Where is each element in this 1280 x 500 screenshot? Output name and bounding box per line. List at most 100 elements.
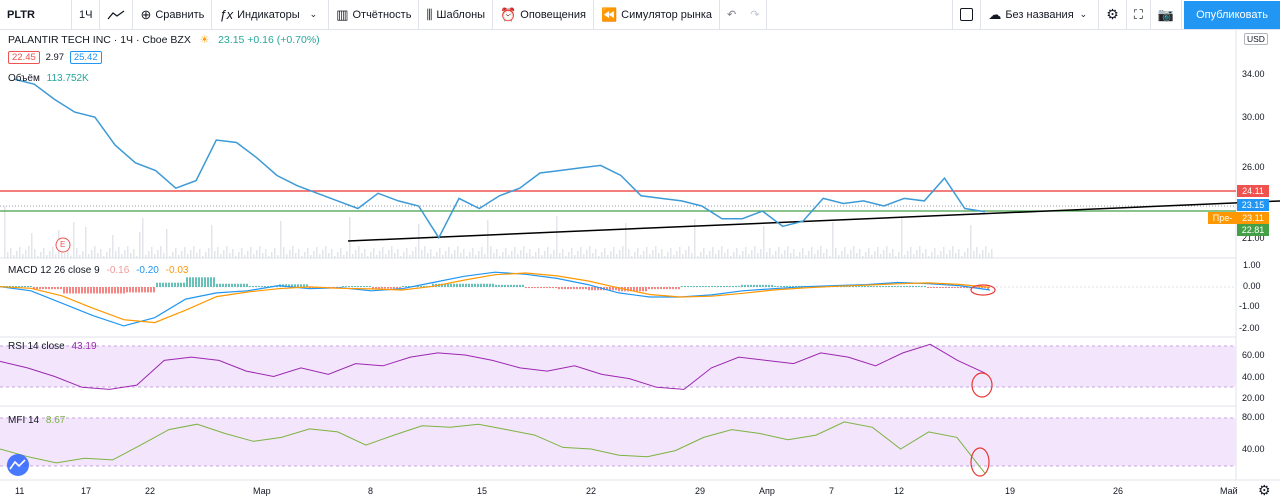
volume-bar <box>712 247 714 258</box>
snapshot-button[interactable]: 📷 <box>1151 0 1183 30</box>
volume-bar <box>658 253 660 258</box>
macd-histogram-bar <box>564 287 566 290</box>
volume-bar <box>865 252 867 258</box>
volume-bar <box>166 229 168 258</box>
macd-histogram-bar <box>576 287 578 290</box>
mfi-legend: MFI 14 8.67 <box>8 415 65 426</box>
earnings-marker[interactable]: E <box>60 240 66 249</box>
volume-bar <box>493 253 495 258</box>
volume-bar <box>145 255 147 258</box>
volume-bar <box>583 254 585 258</box>
macd-histogram-bar <box>288 284 290 287</box>
volume-bar <box>196 253 198 258</box>
volume-bar <box>271 252 273 258</box>
fullscreen-toggle[interactable] <box>952 0 982 30</box>
volume-bar <box>613 247 615 258</box>
interval-button[interactable]: 1Ч <box>72 0 101 30</box>
volume-bar <box>160 246 162 258</box>
volume-bar <box>265 249 267 258</box>
macd-histogram-bar <box>57 287 59 290</box>
macd-histogram-bar <box>522 284 524 287</box>
volume-bar <box>787 246 789 258</box>
volume-bar <box>886 246 888 258</box>
axis-settings-gear-icon[interactable]: ⚙ <box>1258 482 1271 498</box>
rsi-band <box>0 346 1236 387</box>
volume-bar <box>634 252 636 258</box>
macd-histogram-bar <box>60 287 62 290</box>
volume-bar <box>805 255 807 258</box>
macd-histogram-bar <box>345 286 347 287</box>
macd-histogram-bar <box>915 285 917 287</box>
macd-axis-label: 0.00 <box>1243 281 1261 291</box>
volume-bar <box>874 251 876 258</box>
chart-style-button[interactable] <box>100 0 134 30</box>
layout-name-button[interactable]: ☁ Без названия ⌄ <box>981 0 1100 30</box>
macd-histogram-bar <box>933 287 935 288</box>
currency-label[interactable]: USD <box>1244 33 1268 45</box>
indicators-button[interactable]: ƒx Индикаторы ⌄ <box>212 0 330 30</box>
volume-bar <box>976 247 978 258</box>
macd-histogram-bar <box>876 286 878 287</box>
volume-bar <box>487 220 489 258</box>
macd-histogram-bar <box>741 284 743 287</box>
macd-histogram-bar <box>210 277 212 287</box>
volume-bar <box>727 249 729 258</box>
settings-button[interactable]: ⚙ <box>1099 0 1127 30</box>
report-button[interactable]: ▥ Отчётность <box>329 0 420 30</box>
report-label: Отчётность <box>352 8 412 21</box>
volume-bar <box>769 248 771 258</box>
chart-canvas[interactable] <box>0 30 1280 500</box>
symbol-search-button[interactable]: PLTR <box>0 0 72 30</box>
macd-histogram-bar <box>525 287 527 289</box>
macd-value: -0.20 <box>136 265 159 276</box>
compare-label: Сравнить <box>155 8 205 21</box>
time-axis-label: Мар <box>253 486 271 496</box>
macd-histogram-bar <box>471 283 473 287</box>
macd-histogram-bar <box>105 287 107 294</box>
macd-histogram-bar <box>390 287 392 289</box>
ask-box[interactable]: 25.42 <box>69 51 102 64</box>
volume-bar <box>256 250 258 258</box>
redo-button[interactable]: ↷ <box>743 0 768 30</box>
volume-bar <box>724 253 726 258</box>
macd-histogram-bar <box>300 284 302 287</box>
publish-button[interactable]: Опубликовать <box>1184 0 1280 29</box>
fullscreen-button[interactable]: ⛶ <box>1127 0 1151 30</box>
macd-histogram-bar <box>123 287 125 294</box>
volume-bar <box>970 225 972 258</box>
volume-bar <box>397 249 399 258</box>
macd-histogram-bar <box>786 285 788 287</box>
templates-button[interactable]: ⫼ Шаблоны <box>419 0 494 30</box>
replay-label: Симулятор рынка <box>621 8 713 21</box>
undo-button[interactable]: ↶ <box>720 0 743 30</box>
volume-bar <box>517 254 519 258</box>
macd-histogram-bar <box>63 287 65 294</box>
volume-bar <box>892 249 894 258</box>
resistance-price-tag: 24.11 <box>1237 185 1269 197</box>
macd-histogram-bar <box>987 287 989 290</box>
volume-bar <box>736 248 738 258</box>
volume-bar <box>586 250 588 258</box>
alerts-button[interactable]: ⏰ Оповещения <box>493 0 594 30</box>
macd-histogram-bar <box>255 285 257 287</box>
volume-bar <box>292 246 294 258</box>
replay-button[interactable]: ⏪ Симулятор рынка <box>594 0 721 30</box>
macd-histogram-bar <box>660 287 662 290</box>
compare-button[interactable]: ⊕ Сравнить <box>133 0 213 30</box>
macd-histogram-bar <box>768 284 770 287</box>
volume-bar <box>331 249 333 258</box>
time-axis-label: 29 <box>695 486 706 496</box>
macd-series <box>0 271 991 327</box>
time-axis-label: 26 <box>1113 486 1124 496</box>
trend-line <box>347 200 1280 242</box>
bid-box[interactable]: 22.45 <box>8 51 40 64</box>
volume-bar <box>247 251 249 258</box>
volume-bar <box>277 255 279 258</box>
symbol-legend: PALANTIR TECH INC · 1Ч · Cboe BZX ☀ 23.1… <box>8 34 320 46</box>
macd-histogram-bar <box>462 283 464 287</box>
volume-bar <box>520 250 522 258</box>
volume-bar <box>451 254 453 258</box>
volume-bar <box>754 246 756 258</box>
volume-bar <box>64 253 66 258</box>
volume-bar <box>55 254 57 258</box>
